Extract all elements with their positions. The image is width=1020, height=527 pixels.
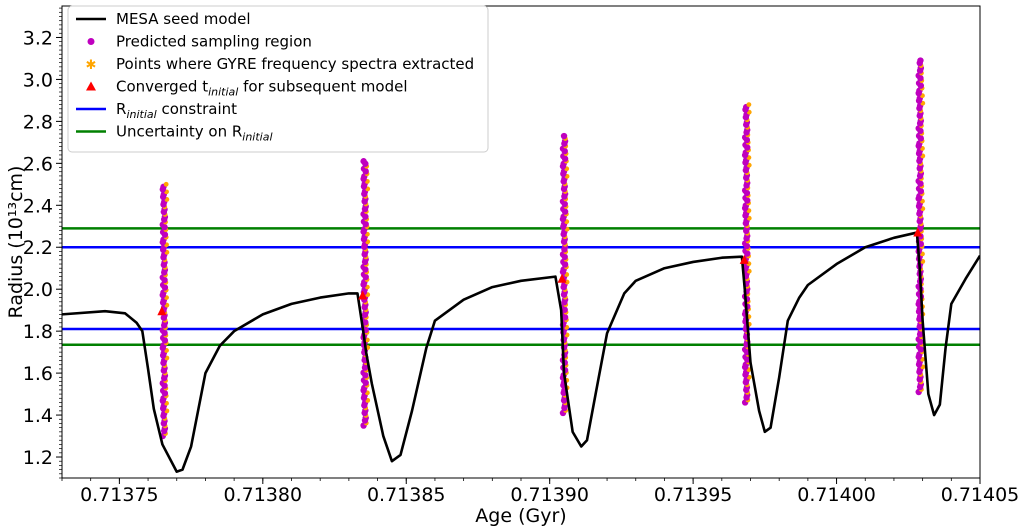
legend-label: Converged t [116, 78, 208, 96]
y-tick-label-9: 3.0 [23, 69, 53, 91]
x-tick-label-3: 0.71390 [510, 484, 589, 506]
legend-subscript: initial [242, 131, 272, 144]
legend-label: Predicted sampling region [116, 33, 312, 51]
legend-label: Uncertainty on R [116, 123, 242, 141]
y-tick-label-1: 1.4 [23, 405, 53, 427]
legend-entry-1: Predicted sampling region [116, 33, 312, 51]
converged-marker-3 [739, 254, 749, 264]
legend-entry-4: Rinitial constraint [116, 100, 237, 121]
legend-subscript: initial [208, 86, 238, 99]
legend-label: R [116, 100, 126, 118]
gyre-point-0-100 [163, 181, 169, 187]
y-axis-ticks: 1.2 1.4 1.6 1.8 2.0 2.2 2.4 2.6 2.8 3.0 3.2 [23, 7, 62, 479]
legend-box [67, 5, 489, 153]
converged-markers [157, 227, 923, 316]
legend-label-suffix: for subsequent model [238, 78, 407, 96]
x-axis-ticks: 0.71375 0.71380 0.71385 0.71390 0.71395 0.714… [61, 478, 1020, 506]
y-tick-label-4: 2.0 [23, 279, 53, 301]
x-tick-label-0: 0.71375 [80, 484, 159, 506]
sample-dot-4-132 [917, 57, 924, 64]
y-tick-label-8: 2.8 [23, 111, 53, 133]
x-tick-label-2: 0.71385 [367, 484, 446, 506]
legend-swatch-3 [86, 81, 96, 91]
legend: MESA seed model Predicted sampling region… [67, 5, 489, 153]
legend-entry-3: Converged tinitial for subsequent model [116, 78, 408, 99]
x-tick-label-6: 0.71405 [941, 484, 1020, 506]
legend-label: MESA seed model [116, 10, 251, 28]
legend-swatch-1 [87, 38, 95, 45]
converged-marker-2 [557, 273, 567, 283]
x-tick-label-1: 0.71380 [224, 484, 303, 506]
y-tick-label-7: 2.6 [23, 153, 53, 175]
legend-subscript: initial [126, 108, 156, 121]
series-line-0 [62, 231, 980, 474]
y-axis-label: Radius (10¹³cm) [5, 166, 27, 319]
y-tick-label-3: 1.8 [23, 321, 53, 343]
legend-label: Points where GYRE frequency spectra extr… [116, 55, 474, 73]
legend-entry-5: Uncertainty on Rinitial [116, 123, 273, 144]
converged-marker-0 [157, 306, 167, 316]
x-tick-label-4: 0.71395 [654, 484, 733, 506]
x-tick-label-5: 0.71400 [797, 484, 876, 506]
legend-entry-0: MESA seed model [116, 10, 251, 28]
y-tick-label-2: 1.6 [23, 363, 53, 385]
y-tick-label-0: 1.2 [23, 447, 53, 469]
y-tick-label-6: 2.4 [23, 195, 53, 217]
y-tick-label-5: 2.2 [23, 237, 53, 259]
gyre-point-3-118 [746, 102, 752, 107]
x-axis-label: Age (Gyr) [475, 505, 566, 527]
converged-marker-4 [913, 227, 923, 237]
legend-label-suffix: constraint [157, 100, 237, 118]
converged-marker-1 [358, 290, 368, 300]
legend-swatch-2: ✱ [86, 58, 97, 73]
legend-entry-2: Points where GYRE frequency spectra extr… [116, 55, 474, 73]
model-curves [62, 231, 980, 474]
y-tick-label-10: 3.2 [23, 27, 53, 49]
horizontal-reference-lines [62, 227, 980, 347]
sample-dot-2-110 [560, 132, 568, 140]
sample-dot-1-105 [360, 158, 367, 165]
